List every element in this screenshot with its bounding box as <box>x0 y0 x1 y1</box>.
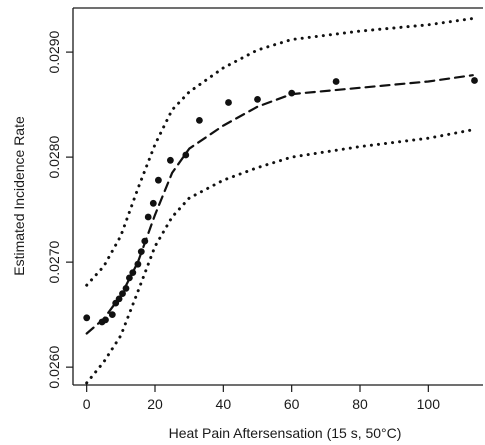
data-point <box>115 295 123 303</box>
data-point <box>119 290 126 297</box>
x-tick-label: 80 <box>352 396 368 412</box>
data-point <box>471 77 478 84</box>
y-tick-label: 0.0270 <box>46 241 62 284</box>
data-point <box>129 269 137 276</box>
data-point <box>167 156 174 164</box>
x-tick-label: 20 <box>147 396 163 412</box>
y-tick-label: 0.0260 <box>46 346 62 389</box>
x-tick-label: 0 <box>83 396 91 412</box>
y-tick-label: 0.0280 <box>46 135 62 178</box>
data-point <box>144 213 152 221</box>
data-point <box>134 260 142 268</box>
data-points <box>83 77 478 326</box>
data-point <box>125 274 133 282</box>
lower-bound-dotted-line <box>85 128 475 385</box>
data-point <box>182 151 190 159</box>
data-point <box>137 248 145 256</box>
plot-area-frame <box>72 7 483 386</box>
data-point <box>288 89 296 97</box>
x-tick-label: 100 <box>417 396 441 412</box>
upper-bound-dotted-line <box>85 17 475 287</box>
data-point <box>122 285 130 292</box>
x-tick-label: 40 <box>216 396 232 412</box>
data-point <box>155 176 162 184</box>
y-axis-title: Estimated Incidence Rate <box>11 116 27 276</box>
data-point <box>141 237 149 245</box>
data-point <box>108 311 116 318</box>
data-point <box>102 316 109 324</box>
y-axis-ticks: 0.0260 0.0270 0.0280 0.0290 <box>46 30 73 389</box>
data-point <box>332 78 340 85</box>
data-point <box>149 199 157 207</box>
x-axis-ticks: 0 20 40 60 80 100 <box>83 385 440 412</box>
data-point <box>254 96 261 103</box>
x-axis-title: Heat Pain Aftersensation (15 s, 50°C) <box>169 425 402 441</box>
y-tick-label: 0.0290 <box>46 30 62 73</box>
data-point <box>196 117 203 124</box>
data-point <box>83 314 91 322</box>
x-tick-label: 60 <box>284 396 300 412</box>
data-point <box>225 99 232 106</box>
